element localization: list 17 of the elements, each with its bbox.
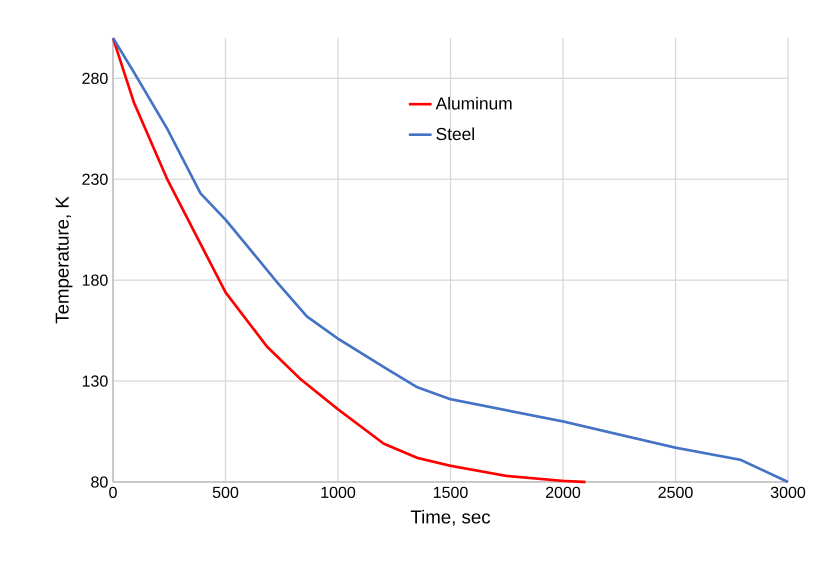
y-axis-title: Temperature, K: [56, 196, 72, 324]
legend-label: Aluminum: [436, 96, 512, 110]
x-tick-label: 2500: [658, 486, 693, 498]
y-tick-label: 230: [82, 174, 108, 185]
x-tick-label: 500: [212, 486, 238, 498]
x-axis-title: Time, sec: [410, 510, 490, 526]
y-tick-label: 180: [82, 274, 108, 286]
y-tick-label: 130: [82, 375, 108, 387]
x-tick-label: 3000: [770, 486, 806, 498]
x-tick-label: 1000: [321, 486, 356, 498]
y-tick-label: 80: [91, 476, 108, 488]
x-tick-label: 0: [109, 486, 117, 498]
legend-label: Steel: [436, 127, 474, 140]
x-tick-label: 1500: [434, 486, 468, 498]
y-tick-label: 280: [82, 72, 108, 84]
x-tick-label: 2000: [546, 486, 580, 498]
line-series: [112, 36, 790, 484]
